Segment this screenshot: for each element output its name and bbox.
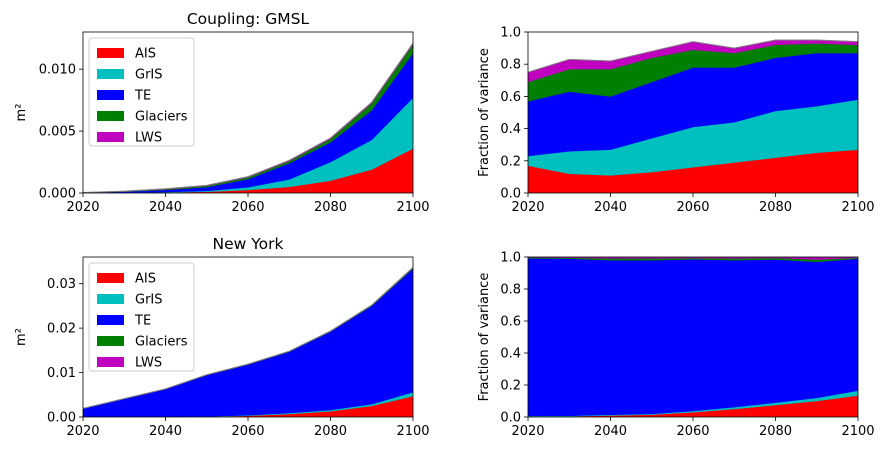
plot-area [83, 42, 413, 193]
y-tick-label: 0.00 [47, 411, 76, 426]
y-tick-label: 0.02 [47, 322, 76, 337]
legend-label: TE [134, 89, 151, 104]
y-tick-label: 0.4 [500, 347, 521, 362]
legend-swatch-ais [97, 273, 124, 283]
chart-title: Coupling: GMSL [187, 10, 310, 28]
y-tick-label: 0.2 [500, 379, 521, 394]
x-tick-label: 2040 [594, 200, 627, 215]
x-tick-label: 2020 [511, 200, 544, 215]
x-tick-label: 2080 [314, 200, 347, 215]
legend-swatch-gris [97, 294, 124, 304]
legend-swatch-lws [97, 357, 124, 367]
area-te [528, 257, 858, 417]
y-tick-label: 0.4 [500, 122, 521, 137]
y-axis-label: Fraction of variance [477, 273, 492, 402]
newyork-variance-panel: 2020 2040 2060 2080 2100 0.00 0.01 0.02 0.03 m² Ne… [14, 235, 430, 439]
y-axis-label: Fraction of variance [477, 48, 492, 177]
y-tick-label: 0.0 [500, 187, 521, 202]
x-tick-label: 2080 [759, 200, 792, 215]
legend-label: Glaciers [135, 110, 188, 125]
y-tick-label: 0.6 [500, 90, 521, 105]
legend-swatch-glaciers [97, 336, 124, 346]
gmsl-variance-panel: 2020 2040 2060 2080 2100 0.000 0.005 0.010 m² Cou… [14, 10, 430, 215]
y-tick-label: 0.010 [39, 63, 76, 78]
x-tick-label: 2080 [314, 424, 347, 439]
y-tick-label: 0.6 [500, 315, 521, 330]
stack-top-line [83, 267, 413, 409]
legend-label: GrIS [135, 68, 163, 83]
plot-area [528, 39, 858, 193]
x-tick-label: 2060 [231, 424, 264, 439]
x-tick-label: 2100 [396, 424, 429, 439]
chart-title: New York [213, 235, 284, 253]
y-tick-label: 0.005 [39, 125, 76, 140]
y-tick-label: 1.0 [500, 251, 521, 266]
x-tick-label: 2040 [149, 200, 182, 215]
x-tick-label: 2100 [841, 424, 874, 439]
y-tick-label: 0.8 [500, 58, 521, 73]
legend-label: TE [134, 314, 151, 329]
stack-top-line [528, 39, 858, 73]
legend-label: AIS [135, 47, 156, 62]
legend-swatch-te [97, 315, 124, 325]
legend-label: GrIS [135, 293, 163, 308]
legend-swatch-ais [97, 48, 124, 58]
legend: AIS GrIS TE Glaciers LWS [88, 262, 195, 372]
legend-swatch-glaciers [97, 111, 124, 121]
x-tick-label: 2080 [759, 424, 792, 439]
x-tick-label: 2100 [396, 200, 429, 215]
x-tick-label: 2020 [66, 424, 99, 439]
x-tick-label: 2060 [676, 200, 709, 215]
gmsl-fraction-panel: 2020 2040 2060 2080 2100 0.0 0.2 0.4 0.6 0.8 1.0 Fr… [477, 26, 875, 216]
y-axis-label: m² [14, 328, 29, 346]
x-tick-label: 2040 [594, 424, 627, 439]
y-tick-label: 0.2 [500, 154, 521, 169]
legend-label: AIS [135, 272, 156, 287]
x-tick-label: 2040 [149, 424, 182, 439]
x-tick-label: 2020 [66, 200, 99, 215]
legend-label: LWS [135, 131, 162, 146]
y-axis-label: m² [14, 104, 29, 122]
x-tick-label: 2020 [511, 424, 544, 439]
y-tick-label: 0.000 [39, 187, 76, 202]
x-tick-label: 2100 [841, 200, 874, 215]
y-tick-label: 0.8 [500, 283, 521, 298]
legend: AIS GrIS TE Glaciers LWS [88, 37, 195, 147]
stack-top-line [83, 42, 413, 193]
y-tick-label: 0.0 [500, 411, 521, 426]
x-tick-label: 2060 [676, 424, 709, 439]
legend-swatch-lws [97, 132, 124, 142]
newyork-fraction-panel: 2020 2040 2060 2080 2100 0.0 0.2 0.4 0.6 0.8 1.0 Fr… [477, 251, 875, 440]
y-tick-label: 1.0 [500, 26, 521, 41]
y-tick-label: 0.01 [47, 366, 76, 381]
legend-label: LWS [135, 356, 162, 371]
area-lws [528, 257, 858, 260]
legend-swatch-te [97, 90, 124, 100]
legend-label: Glaciers [135, 335, 188, 350]
legend-swatch-gris [97, 69, 124, 79]
x-tick-label: 2060 [231, 200, 264, 215]
plot-area [528, 257, 858, 417]
y-tick-label: 0.03 [47, 277, 76, 292]
